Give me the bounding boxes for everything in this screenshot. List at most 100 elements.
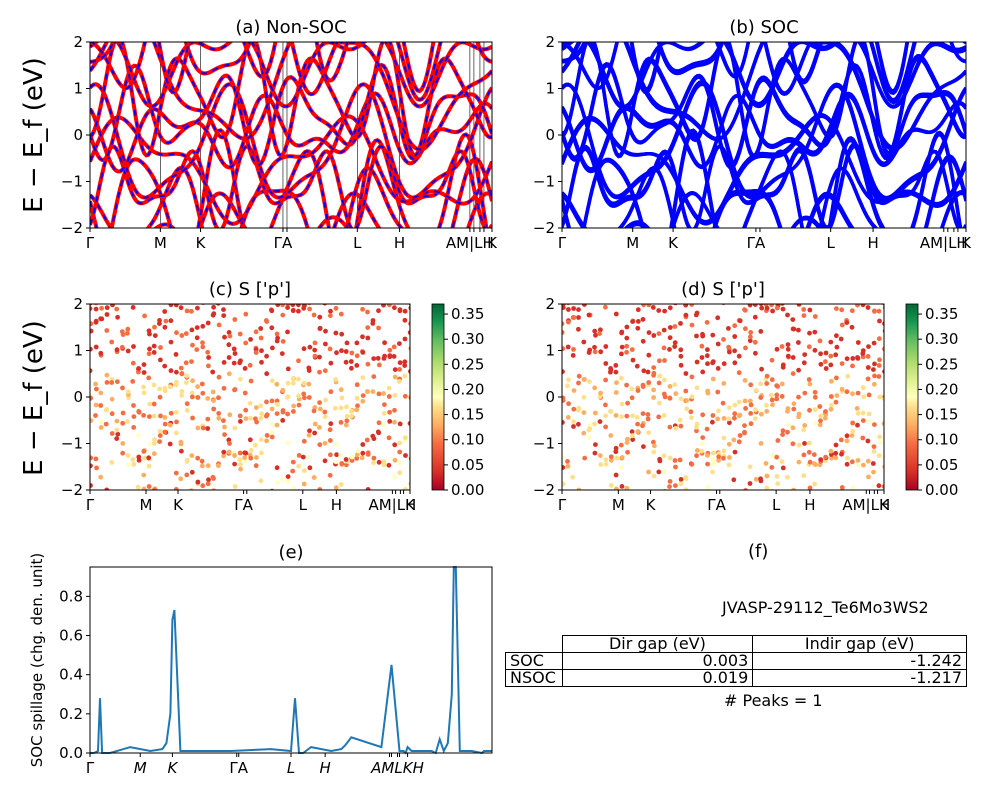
projection-point — [866, 474, 871, 480]
projection-point — [640, 384, 646, 389]
table-header-row: Dir gap (eV) Indir gap (eV) — [506, 635, 967, 653]
projection-point — [184, 472, 190, 478]
projection-point — [247, 437, 253, 443]
projection-point — [179, 333, 185, 338]
y-tick-label: 2 — [73, 33, 83, 51]
colorbar-tick-label: 0.35 — [925, 305, 958, 323]
projection-point — [721, 455, 726, 461]
x-tick-label: L — [287, 759, 295, 777]
projection-point — [683, 371, 689, 376]
projection-point — [221, 385, 227, 391]
projection-point — [200, 425, 206, 431]
projection-point — [791, 487, 796, 490]
projection-point — [812, 314, 818, 319]
projection-point — [651, 387, 656, 393]
projection-point — [258, 335, 264, 341]
projection-point — [860, 348, 866, 353]
projection-point — [104, 372, 110, 378]
projection-point — [775, 438, 781, 443]
projection-point — [280, 408, 286, 413]
projection-point — [285, 478, 291, 484]
projection-point — [328, 452, 333, 458]
projection-point — [290, 468, 296, 474]
projection-point — [571, 306, 576, 311]
projection-point — [646, 469, 651, 475]
projection-point — [672, 344, 678, 349]
projection-point — [818, 351, 823, 357]
projection-point — [764, 305, 770, 311]
projection-point — [344, 413, 350, 419]
projection-point — [625, 436, 630, 442]
projection-point — [253, 350, 259, 355]
projection-point — [285, 329, 290, 335]
projection-point — [381, 304, 386, 308]
projection-point — [721, 416, 727, 421]
projection-point — [629, 347, 635, 352]
projection-point — [173, 352, 179, 357]
projection-point — [614, 486, 619, 490]
projection-point — [877, 440, 883, 446]
projection-point — [247, 362, 253, 368]
projection-point — [758, 381, 764, 387]
projection-point — [126, 462, 131, 468]
projection-point — [190, 378, 196, 384]
projection-point — [184, 308, 190, 314]
projection-point — [562, 395, 566, 401]
projection-point — [726, 326, 731, 331]
projection-point — [115, 431, 121, 437]
projection-point — [742, 398, 748, 404]
projection-point — [206, 363, 211, 369]
projection-point — [801, 360, 807, 366]
projection-point — [184, 407, 190, 413]
projection-point — [200, 483, 206, 489]
y-tick-label: −1 — [61, 435, 83, 453]
projection-point — [806, 377, 812, 382]
projection-point — [302, 395, 307, 401]
projection-point — [870, 461, 876, 466]
x-tick-label: M — [154, 234, 167, 252]
chart-title: (e) — [278, 542, 303, 563]
projection-point — [371, 455, 377, 461]
projection-point — [296, 402, 302, 408]
projection-point — [290, 376, 296, 382]
band-line-nsoc — [109, 128, 489, 228]
projection-point — [764, 373, 770, 379]
projection-point — [285, 440, 291, 446]
projection-point — [683, 475, 688, 480]
projection-point — [392, 305, 397, 311]
projection-point — [796, 411, 802, 417]
projection-point — [206, 355, 212, 360]
projection-point — [736, 353, 742, 359]
projection-point — [871, 381, 877, 387]
projection-point — [710, 450, 716, 456]
projection-point — [865, 354, 871, 359]
projection-point — [195, 479, 201, 485]
projection-point — [141, 472, 147, 478]
projection-point — [823, 359, 828, 365]
projection-point — [882, 304, 884, 306]
projection-point — [189, 327, 195, 333]
projection-point — [205, 320, 211, 326]
projection-point — [339, 348, 344, 354]
projection-point — [619, 375, 624, 381]
projection-point — [672, 324, 678, 329]
projection-point — [807, 440, 812, 446]
projection-point — [397, 460, 402, 466]
projection-point — [381, 422, 386, 428]
projection-point — [322, 440, 328, 446]
projection-point — [576, 315, 581, 320]
projection-point — [296, 376, 301, 382]
axes-frame — [89, 41, 493, 229]
projection-point — [407, 421, 410, 426]
chart-title: (d) S ['p'] — [681, 279, 765, 300]
projection-point — [779, 344, 785, 349]
projection-point — [131, 414, 137, 419]
projection-point — [152, 333, 158, 338]
projection-point — [598, 327, 603, 333]
projection-point — [402, 359, 408, 365]
projection-point — [882, 464, 884, 469]
projection-point — [338, 482, 344, 487]
projection-point — [576, 405, 582, 411]
projection-point — [131, 461, 137, 467]
projection-point — [640, 411, 646, 416]
